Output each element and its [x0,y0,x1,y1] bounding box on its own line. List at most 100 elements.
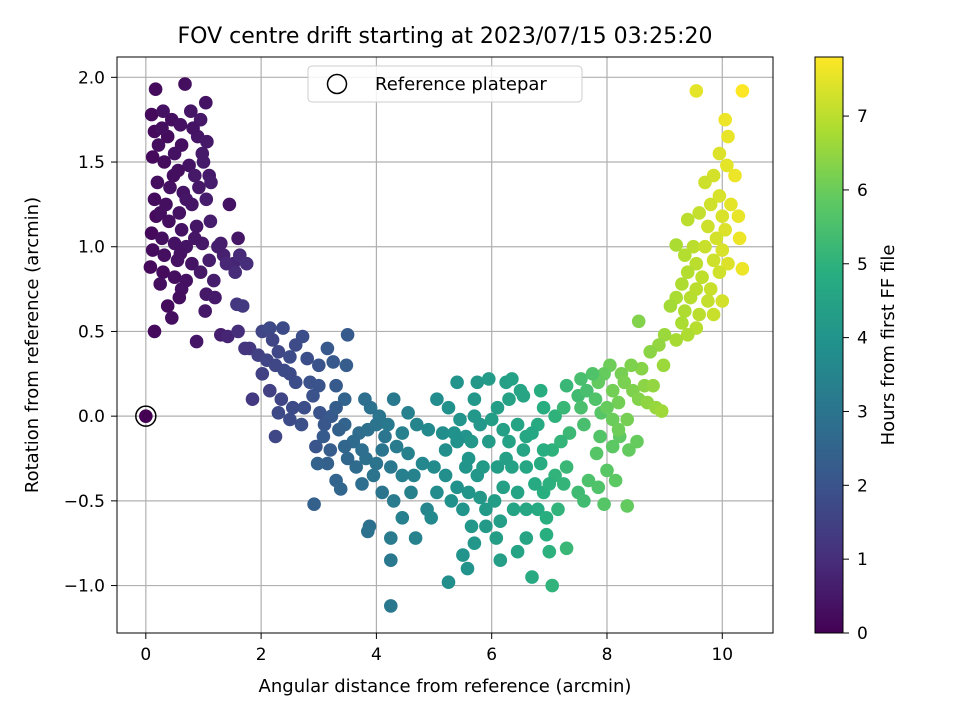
colorbar-tick-label: 2 [857,476,868,496]
data-point [479,502,493,517]
data-point [438,468,453,483]
data-point [634,361,649,376]
data-point [188,231,202,246]
data-point [375,485,390,500]
data-point [178,77,192,91]
data-point [186,121,200,135]
data-point [624,358,638,373]
data-point [680,212,695,227]
data-point [496,480,511,495]
data-point [559,378,574,393]
data-point [539,527,554,542]
data-point [310,456,325,471]
data-point [585,367,600,381]
data-point [189,219,204,234]
data-point [473,490,488,505]
data-point [245,392,260,407]
data-point [238,341,252,356]
data-point [479,519,493,534]
data-point [556,400,571,415]
data-point [340,328,355,342]
data-point [320,341,335,356]
data-point [355,477,369,491]
data-point [408,531,423,545]
data-point [675,316,689,330]
data-point [435,426,450,440]
data-point [297,400,312,415]
data-point [542,477,557,491]
x-tick-label: 8 [602,645,613,665]
data-point [611,422,626,437]
data-point [173,246,188,261]
data-point [208,290,222,305]
data-point [519,460,534,474]
data-point [167,236,182,251]
data-point [200,134,214,149]
data-point [646,378,660,393]
data-point [678,304,692,318]
data-points [143,77,750,613]
legend-reference-marker [326,73,348,95]
data-point [536,443,551,457]
data-point [698,175,712,190]
data-point [731,209,746,223]
legend-reference-label: Reference platepar [375,74,547,95]
data-point [600,463,614,478]
data-point [654,404,669,418]
data-point [718,223,732,237]
data-point [459,460,473,474]
data-point [316,429,331,444]
data-point [597,497,611,512]
data-point [502,434,516,449]
data-point [686,239,701,254]
data-point [430,485,444,500]
data-point [263,383,277,398]
data-point [663,299,678,313]
colorbar-label: Hours from first FF file [878,245,899,446]
data-point [715,294,730,308]
data-point [358,392,372,407]
data-point [657,328,672,342]
chart-title: FOV centre drift starting at 2023/07/15 … [178,24,713,49]
data-point [395,468,410,483]
data-point [268,358,283,373]
data-point [199,192,214,207]
data-point [519,531,534,545]
data-point [162,214,176,229]
data-point [533,456,548,471]
y-tick-label: 0.5 [78,322,105,342]
data-point [199,95,213,110]
y-tick-label: −0.5 [64,492,105,512]
data-point [283,367,297,381]
data-point [720,158,734,173]
data-point [709,231,724,246]
data-point [724,197,738,212]
data-point [166,168,181,183]
data-point [689,256,704,271]
data-point [407,468,421,483]
data-point [630,434,644,449]
data-point [689,84,704,98]
data-point [554,434,568,449]
data-point [147,324,162,339]
data-point [369,456,384,471]
data-point [203,214,218,229]
data-point [678,248,692,262]
data-point [728,168,742,183]
colorbar: 0 1 2 3 4 5 6 7 Hours from first FF file [814,56,899,644]
data-point [620,499,634,513]
data-point [220,329,235,344]
data-point [153,206,167,220]
data-point [528,477,542,491]
data-point [450,375,464,390]
data-point [732,231,747,246]
data-point [525,426,539,440]
data-point [355,443,369,457]
data-point [163,180,177,195]
x-axis-ticks: 0 2 4 6 8 10 [140,633,733,665]
data-point [337,439,352,454]
data-point [559,541,574,556]
data-point [167,146,182,161]
data-point [464,434,479,449]
data-point [144,226,159,240]
